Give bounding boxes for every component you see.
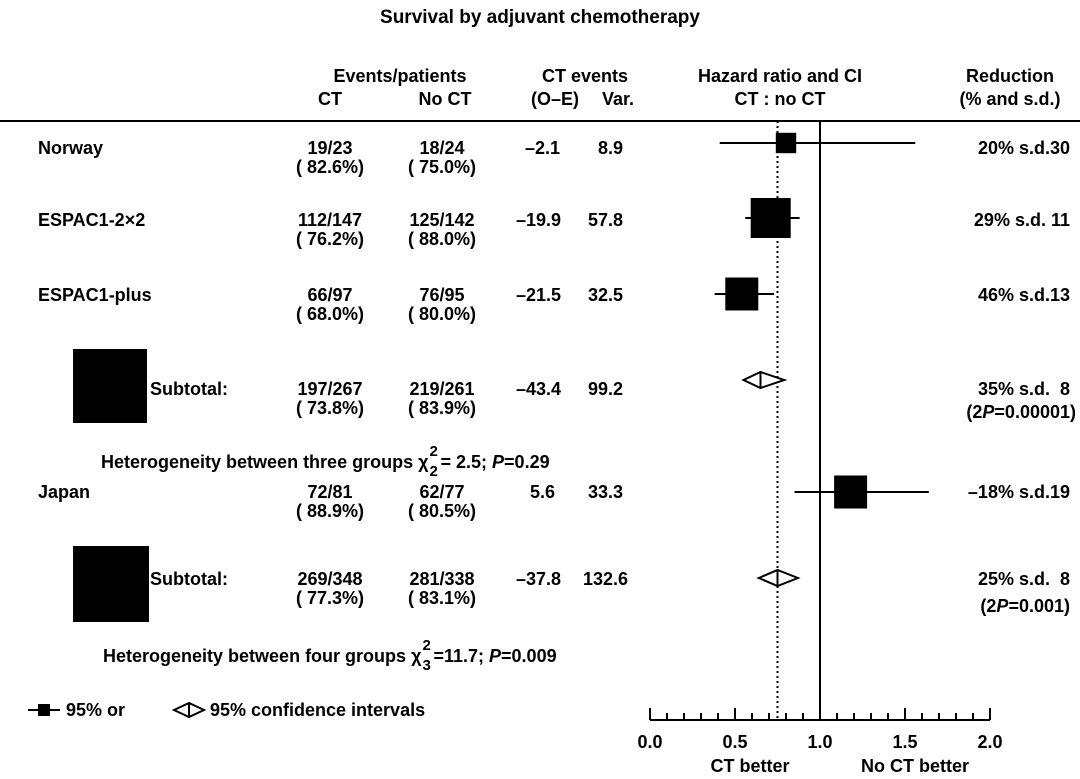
row-ct-pct: ( 68.0%) bbox=[295, 304, 365, 324]
x-tick-label: 2.0 bbox=[977, 732, 1002, 752]
axis-label-no-ct-better: No CT better bbox=[861, 756, 969, 776]
x-tick-label: 1.5 bbox=[892, 732, 917, 752]
row-var: 99.2 bbox=[588, 379, 624, 399]
row-noct: 219/261 bbox=[409, 379, 475, 399]
row-ct: 66/97 bbox=[307, 285, 353, 305]
header-ct: CT bbox=[318, 89, 342, 109]
row-label-espac1-plus: ESPAC1-plus bbox=[38, 285, 152, 305]
x-tick-label: 1.0 bbox=[807, 732, 832, 752]
header-hr-sub: CT : no CT bbox=[734, 89, 826, 109]
row-noct: 76/95 bbox=[419, 285, 465, 305]
row-reduction: 20% s.d.30 bbox=[977, 138, 1070, 158]
header-hazard-ratio: Hazard ratio and CI bbox=[697, 66, 863, 86]
row-ct-pct: ( 77.3%) bbox=[295, 588, 365, 608]
header-var: Var. bbox=[601, 89, 635, 109]
row-noct-pct: ( 75.0%) bbox=[407, 157, 477, 177]
axis-label-ct-better: CT better bbox=[710, 756, 790, 776]
row-reduction: 46% s.d.13 bbox=[977, 285, 1070, 305]
study-square bbox=[750, 198, 791, 238]
row-label-subtotal: Subtotal: bbox=[150, 569, 228, 589]
row-noct: 18/24 bbox=[419, 138, 465, 158]
row-reduction: 25% s.d. 8 bbox=[977, 569, 1070, 589]
chart-title: Survival by adjuvant chemotherapy bbox=[380, 7, 700, 28]
row-noct-pct: ( 83.9%) bbox=[407, 398, 477, 418]
row-ct: 72/81 bbox=[307, 482, 353, 502]
legend-diamond-label: 95% confidence intervals bbox=[210, 700, 426, 720]
row-var: 132.6 bbox=[583, 569, 629, 589]
row-label-norway: Norway bbox=[38, 138, 104, 158]
row-p-value: (2P=0.001) bbox=[980, 596, 1070, 616]
row-oe: –19.9 bbox=[516, 210, 562, 230]
study-square bbox=[775, 132, 797, 154]
row-var: 32.5 bbox=[588, 285, 624, 305]
row-noct-pct: ( 83.1%) bbox=[407, 588, 477, 608]
row-ct-pct: ( 73.8%) bbox=[295, 398, 365, 418]
row-oe: –21.5 bbox=[516, 285, 562, 305]
x-tick-label: 0.0 bbox=[637, 732, 662, 752]
row-ct-pct: ( 76.2%) bbox=[295, 229, 365, 249]
row-oe: 5.6 bbox=[530, 482, 556, 502]
header-events-patients: Events/patients bbox=[333, 66, 467, 86]
header-reduction: Reduction bbox=[966, 66, 1054, 86]
row-reduction: 29% s.d. 11 bbox=[973, 210, 1070, 230]
legend-square-label: 95% or bbox=[66, 700, 126, 720]
row-ct-pct: ( 88.9%) bbox=[295, 501, 365, 521]
row-noct: 62/77 bbox=[419, 482, 465, 502]
row-reduction: 35% s.d. 8 bbox=[977, 379, 1070, 399]
row-ct-pct: ( 82.6%) bbox=[295, 157, 365, 177]
row-reduction: –18% s.d.19 bbox=[967, 482, 1070, 502]
row-var: 33.3 bbox=[588, 482, 624, 502]
row-ct: 197/267 bbox=[297, 379, 363, 399]
study-square bbox=[725, 277, 759, 311]
pooled-diamond bbox=[741, 370, 788, 390]
row-noct-pct: ( 80.5%) bbox=[407, 501, 477, 521]
row-ct: 19/23 bbox=[307, 138, 353, 158]
row-label-japan: Japan bbox=[38, 482, 91, 502]
row-var: 8.9 bbox=[598, 138, 624, 158]
header-ct-events: CT events bbox=[541, 66, 629, 86]
subtotal-weight-square bbox=[73, 349, 147, 423]
row-label-espac1-2x2: ESPAC1-2×2 bbox=[38, 210, 146, 230]
row-oe: –2.1 bbox=[525, 138, 561, 158]
row-p-value: (2P=0.00001) bbox=[966, 402, 1076, 422]
row-label-subtotal: Subtotal: bbox=[150, 379, 228, 399]
header-oe: (O–E) bbox=[530, 89, 579, 109]
row-oe: –43.4 bbox=[516, 379, 562, 399]
row-noct-pct: ( 88.0%) bbox=[407, 229, 477, 249]
header-no-ct: No CT bbox=[418, 89, 472, 109]
row-noct: 281/338 bbox=[409, 569, 475, 589]
row-ct: 112/147 bbox=[297, 210, 363, 230]
row-var: 57.8 bbox=[588, 210, 624, 230]
x-tick-label: 0.5 bbox=[722, 732, 747, 752]
legend-square-marker bbox=[38, 704, 50, 716]
header-reduction-sub: (% and s.d.) bbox=[959, 89, 1061, 109]
subtotal-weight-square bbox=[73, 546, 149, 622]
row-oe: –37.8 bbox=[516, 569, 562, 589]
row-noct-pct: ( 80.0%) bbox=[407, 304, 477, 324]
row-ct: 269/348 bbox=[297, 569, 363, 589]
heterogeneity-four: Heterogeneity between four groups χ 2 3 =11… bbox=[103, 637, 557, 674]
study-square bbox=[834, 475, 868, 509]
heterogeneity-three: Heterogeneity between three groups χ 2 2 = … bbox=[101, 443, 550, 480]
row-noct: 125/142 bbox=[409, 210, 475, 230]
